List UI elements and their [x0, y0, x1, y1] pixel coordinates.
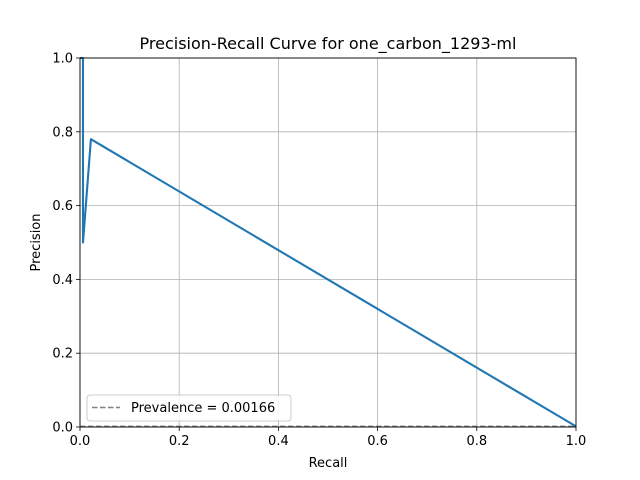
x-tick-label: 0.2	[169, 434, 190, 449]
grid-lines	[79, 57, 577, 428]
y-tick-label: 1.0	[52, 52, 73, 67]
legend: Prevalence = 0.00166	[86, 394, 292, 422]
y-tick-label: 0.4	[52, 273, 73, 288]
x-tick-label: 1.0	[566, 434, 587, 449]
y-tick-label: 0.0	[52, 421, 73, 436]
x-tick-label: 0.6	[367, 434, 388, 449]
legend-prevalence-label: Prevalence = 0.00166	[131, 401, 275, 416]
y-tick-label: 0.2	[52, 347, 73, 362]
y-axis-label: Precision	[29, 213, 44, 271]
x-axis-label: Recall	[309, 456, 348, 471]
x-tick-label: 0.0	[70, 434, 91, 449]
legend-box	[86, 394, 292, 422]
x-tick-label: 0.8	[466, 434, 487, 449]
chart-title: Precision-Recall Curve for one_carbon_12…	[140, 34, 517, 54]
axis-ticks: 0.0 0.2 0.4 0.6 0.8 1.0 0.0 0.2 0.4 0.6 0.8 1.0	[52, 52, 586, 450]
y-tick-label: 0.8	[52, 125, 73, 140]
axes-frame	[79, 57, 577, 428]
x-tick-label: 0.4	[268, 434, 289, 449]
y-tick-label: 0.6	[52, 199, 73, 214]
